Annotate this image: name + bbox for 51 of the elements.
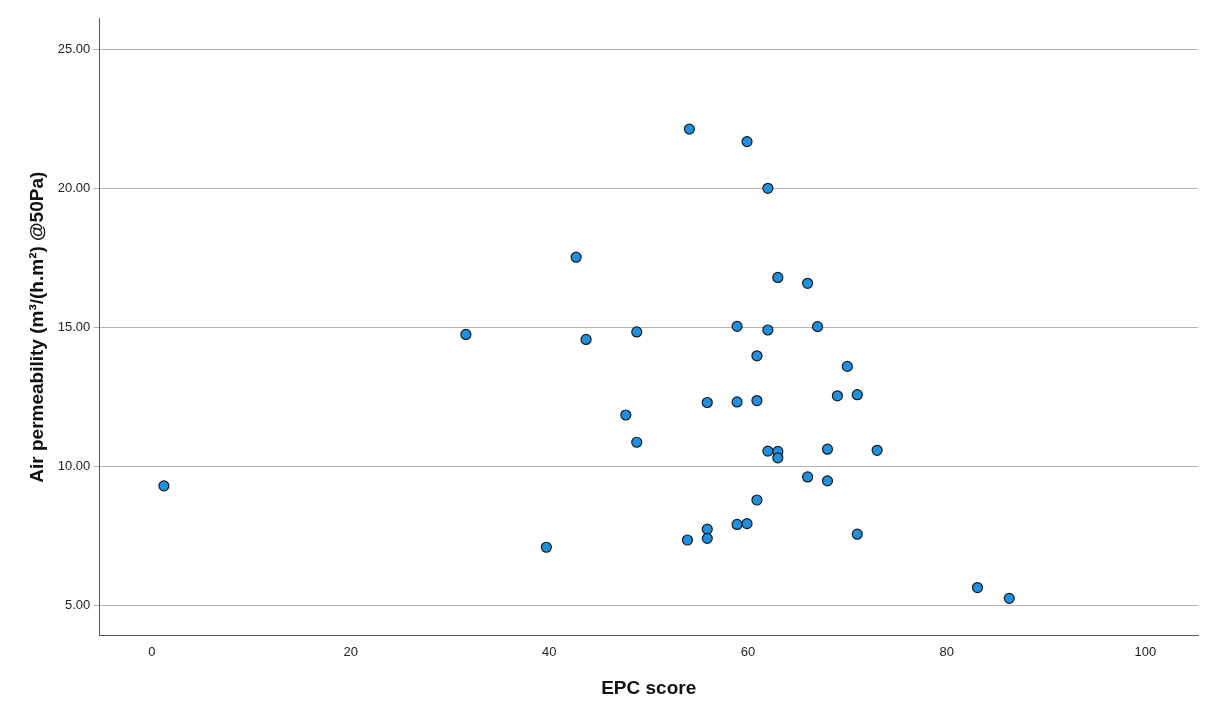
point: [851, 528, 863, 540]
point: [741, 136, 753, 148]
point: [772, 452, 784, 464]
point: [802, 471, 814, 483]
point: [158, 480, 170, 492]
x-axis-title: EPC score: [601, 676, 697, 698]
point: [811, 321, 824, 333]
point: [580, 333, 592, 346]
y-tick-label: 15.00: [57, 318, 91, 334]
y-tick-label: 5.00: [65, 596, 91, 612]
point: [681, 534, 694, 546]
point: [1003, 592, 1015, 604]
point: [821, 443, 834, 455]
point: [701, 532, 713, 544]
point: [831, 390, 844, 402]
point: [841, 360, 853, 372]
point: [620, 409, 632, 421]
y-tick-label: 20.00: [57, 179, 91, 195]
point: [731, 320, 743, 332]
point: [762, 445, 774, 457]
point: [762, 182, 774, 194]
point: [731, 396, 743, 408]
point: [762, 324, 774, 336]
point: [631, 326, 643, 338]
point: [731, 518, 743, 531]
point: [701, 396, 713, 409]
x-tick-label: 40: [542, 643, 557, 659]
point: [802, 277, 814, 289]
point: [460, 328, 472, 341]
point: [631, 436, 643, 448]
point: [871, 444, 883, 456]
point: [821, 475, 834, 487]
point: [540, 541, 552, 553]
point: [741, 518, 753, 530]
point: [683, 123, 695, 135]
x-tick-label: 0: [148, 643, 156, 659]
y-tick-label: 25.00: [57, 40, 91, 56]
point: [701, 523, 713, 535]
point: [570, 251, 582, 263]
point: [971, 581, 984, 594]
y-tick-label: 10.00: [57, 457, 91, 473]
point: [751, 494, 763, 506]
point: [851, 389, 863, 401]
x-tick-label: 60: [740, 643, 756, 659]
x-tick-label: 20: [343, 643, 358, 659]
point: [751, 350, 763, 362]
x-tick-label: 80: [939, 643, 954, 659]
point: [772, 271, 784, 284]
y-axis-title: Air permeability (m³/(h.m²) @50Pa): [25, 171, 47, 483]
x-tick-label: 100: [1134, 643, 1157, 659]
point: [751, 394, 763, 407]
